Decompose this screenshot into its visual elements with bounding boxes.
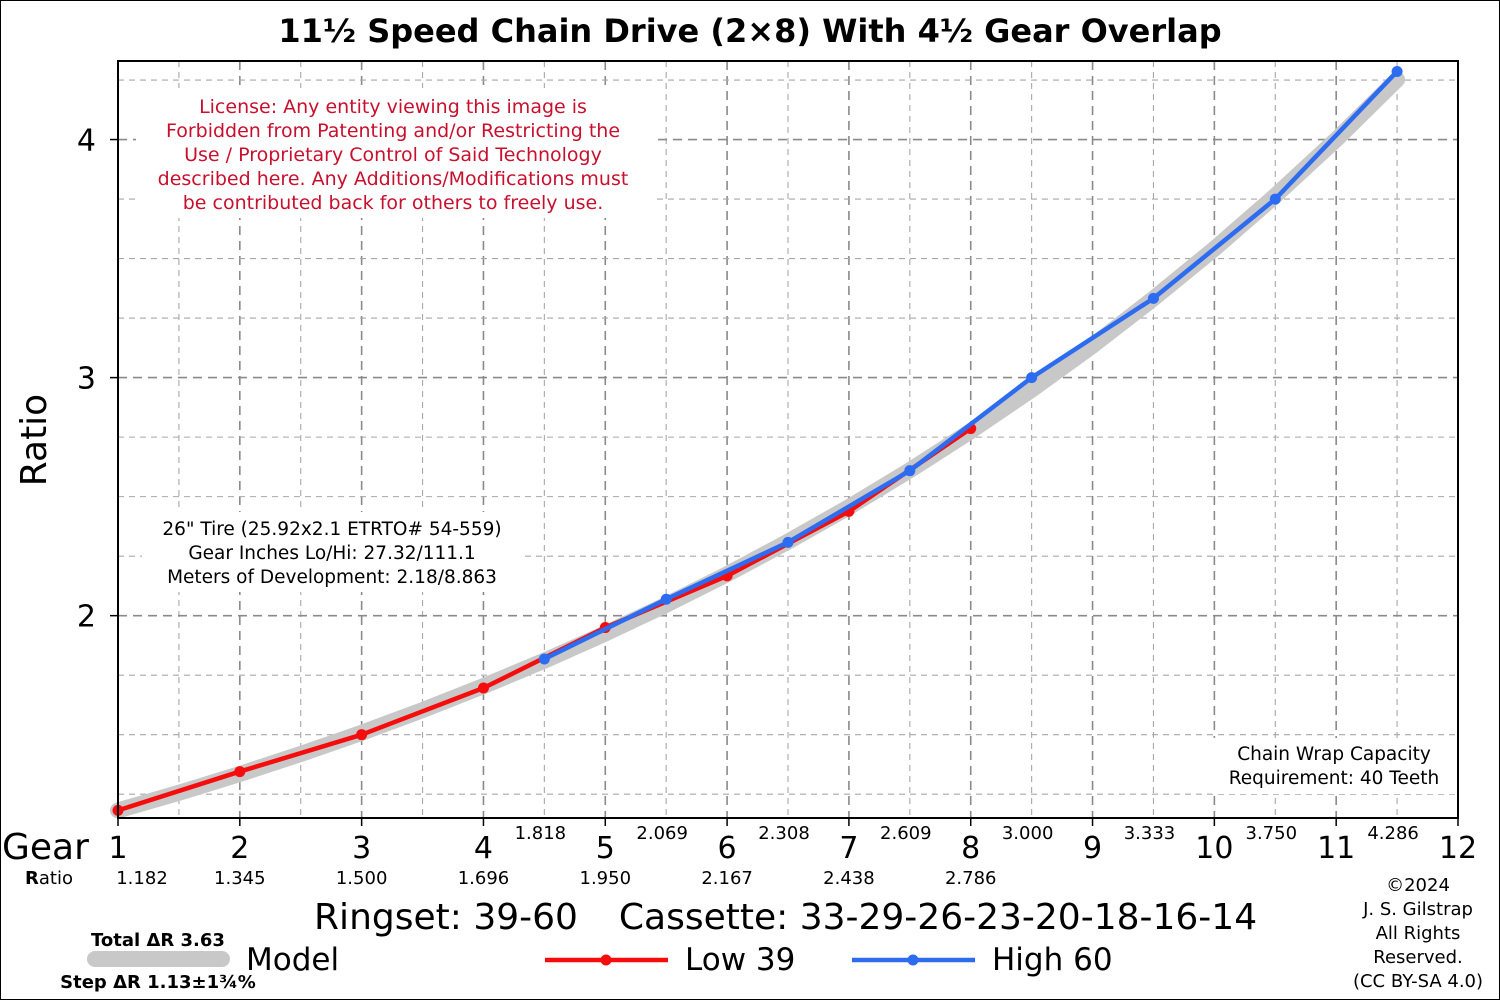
legend-model-label: Model (246, 942, 339, 978)
low-ratio-label: 1.696 (458, 868, 510, 889)
step-dr-label: Step ΔR 1.13±1¾% (60, 972, 256, 993)
plot-frame (117, 60, 1459, 819)
x-tick-label: 9 (1083, 831, 1102, 866)
copyright-line-1: ©2024 (1386, 875, 1450, 896)
chain-wrap-line-1: Chain Wrap Capacity (1237, 744, 1431, 765)
high-series-point (1147, 292, 1159, 304)
high-series-point (1026, 372, 1038, 384)
copyright-line-3: All Rights (1376, 923, 1461, 944)
high-series-point (1391, 65, 1403, 77)
high-ratio-label: 3.000 (1002, 823, 1054, 844)
low-ratio-label: 1.500 (336, 868, 388, 889)
x-axis-label: Gear (2, 827, 89, 868)
high-ratio-label: 3.750 (1246, 823, 1298, 844)
x-tick-label: 2 (230, 831, 249, 866)
high-series-point (1269, 193, 1281, 205)
y-tick-label: 4 (77, 124, 96, 159)
low-ratio-label: 2.438 (823, 868, 875, 889)
total-dr-label: Total ΔR 3.63 (91, 930, 225, 951)
x-tick-label: 6 (718, 831, 737, 866)
copyright-line-4: Reserved. (1373, 947, 1463, 968)
chain-wrap-box (1212, 738, 1456, 794)
low-series-point (234, 766, 246, 778)
high-ratio-label: 2.609 (880, 823, 932, 844)
x-tick-label: 12 (1439, 831, 1477, 866)
y-tick-label: 3 (77, 362, 96, 397)
tire-line-3: Meters of Development: 2.18/8.863 (167, 567, 497, 588)
y-axis-label: Ratio (14, 394, 55, 486)
x-tick-label: 4 (474, 831, 493, 866)
high-series-line (543, 69, 1399, 662)
license-line-1: License: Any entity viewing this image i… (199, 96, 587, 118)
legend-high-marker (907, 954, 919, 966)
copyright-line-5: (CC BY-SA 4.0) (1353, 971, 1483, 992)
legend-low-label: Low 39 (685, 942, 795, 978)
high-ratio-label: 3.333 (1124, 823, 1176, 844)
high-ratio-label: 4.286 (1367, 823, 1419, 844)
high-series-point (904, 465, 916, 477)
x-tick-label: 5 (596, 831, 615, 866)
legend-high-label: High 60 (992, 942, 1113, 978)
x-tick-label: 7 (839, 831, 858, 866)
x-tick-label: 8 (961, 831, 980, 866)
y-tick-label: 2 (77, 600, 96, 635)
tire-box (142, 512, 524, 592)
x-tick-label: 3 (352, 831, 371, 866)
high-ratio-label: 1.818 (515, 823, 567, 844)
tire-line-1: 26" Tire (25.92x2.1 ETRTO# 54-559) (162, 519, 501, 540)
low-ratio-label: 1.345 (214, 868, 266, 889)
series-lines (112, 65, 1403, 816)
low-series-point (356, 729, 368, 741)
legend-low-marker (600, 954, 612, 966)
high-series-point (538, 653, 550, 665)
chain-wrap-line-2: Requirement: 40 Teeth (1229, 768, 1439, 789)
legend: Model Low 39 High 60 (87, 942, 1113, 978)
x-tick-label: 11 (1317, 831, 1355, 866)
low-ratio-label: 2.786 (945, 868, 997, 889)
low-ratio-label: 1.182 (116, 868, 168, 889)
license-box (136, 88, 652, 218)
cassette-label: Cassette: 33-29-26-23-20-18-16-14 (619, 897, 1257, 938)
high-ratio-label: 2.308 (758, 823, 810, 844)
high-ratio-label: 2.069 (636, 823, 688, 844)
low-ratio-label: 2.167 (701, 868, 753, 889)
x-tick-label: 10 (1195, 831, 1233, 866)
copyright-line-2: J. S. Gilstrap (1362, 899, 1473, 920)
license-line-5: be contributed back for others to freely… (183, 192, 604, 214)
low-ratio-label: 1.950 (580, 868, 632, 889)
license-line-4: described here. Any Additions/Modificati… (158, 168, 629, 190)
low-series-point (477, 682, 489, 694)
x-tick-label: 1 (108, 831, 127, 866)
license-line-2: Forbidden from Patenting and/or Restrict… (166, 120, 620, 142)
ringset-label: Ringset: 39-60 (314, 897, 578, 938)
high-series-point (782, 536, 794, 548)
ratio-row-prefix: Ratio (25, 868, 73, 889)
tire-line-2: Gear Inches Lo/Hi: 27.32/111.1 (188, 543, 475, 564)
chart-title: 11½ Speed Chain Drive (2×8) With 4½ Gear… (278, 12, 1221, 50)
license-line-3: Use / Proprietary Control of Said Techno… (184, 144, 602, 166)
high-series-point (660, 593, 672, 605)
